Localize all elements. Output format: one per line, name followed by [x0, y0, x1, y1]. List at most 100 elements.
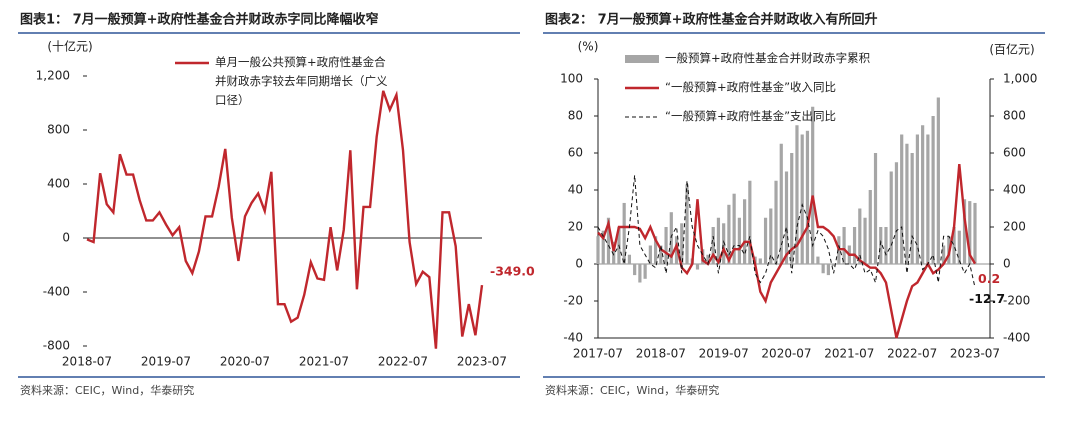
legend-label: “一般预算+政府性基金”收入同比	[665, 80, 837, 94]
bar	[779, 143, 783, 264]
line	[86, 90, 484, 349]
bar	[706, 254, 710, 264]
source: 资料来源：CEIC，Wind，华泰研究	[545, 383, 719, 397]
bar	[722, 223, 726, 264]
x-tick-label: 2017-07	[573, 347, 623, 361]
bar	[606, 217, 611, 264]
x-tick-label: 2020-07	[761, 347, 811, 361]
bar	[842, 227, 846, 264]
legend-swatch	[625, 55, 659, 63]
y-tick-label: 800	[47, 123, 70, 137]
legend-label: 一般预算+政府性基金合并财政赤字累积	[665, 51, 871, 65]
chart-title: 图表2： 7月一般预算+政府性基金合并财政收入有所回升	[545, 12, 878, 28]
source: 资料来源：CEIC，Wind，华泰研究	[20, 383, 194, 397]
bar	[931, 116, 935, 264]
bar	[905, 143, 909, 264]
y-axis-label: (十亿元)	[47, 39, 92, 54]
bar	[795, 125, 799, 264]
legend-label: 单月一般公共预算+政府性基金合并财政赤字较去年同期增长（广义口径）	[215, 55, 388, 107]
y2-tick-label: 1,000	[1003, 72, 1037, 86]
y2-tick-label: -400	[1003, 331, 1030, 345]
bar	[774, 180, 778, 264]
bar	[769, 208, 773, 264]
bar	[685, 184, 689, 264]
bar	[627, 254, 632, 264]
x-tick-label: 2018-07	[636, 347, 686, 361]
y-tick-label: -20	[563, 294, 583, 308]
bar	[680, 223, 684, 264]
bar	[727, 204, 731, 264]
data-label: -349.0	[490, 264, 535, 279]
bar	[900, 134, 904, 264]
bar	[596, 236, 600, 264]
x-tick-label: 2020-07	[220, 355, 270, 369]
y2-tick-label: 200	[1003, 220, 1026, 234]
bar	[716, 217, 721, 264]
bar	[936, 97, 940, 264]
bar	[669, 212, 673, 264]
y2-tick-label: 0	[1003, 257, 1011, 271]
bar	[732, 193, 736, 264]
y-tick-label: -800	[43, 339, 70, 353]
bar	[941, 245, 946, 264]
bar	[633, 264, 637, 276]
bar	[879, 227, 883, 264]
bar	[926, 134, 930, 264]
y2-tick-label: 800	[1003, 109, 1026, 123]
x-tick-label: 2021-07	[824, 347, 874, 361]
bar	[664, 227, 668, 264]
bar	[968, 201, 972, 264]
y-axis-label: (%)	[578, 40, 599, 54]
x-tick-label: 2022-07	[378, 355, 428, 369]
bar	[643, 264, 647, 279]
y-tick-label: 400	[47, 177, 70, 191]
bar	[612, 241, 616, 264]
bar	[915, 134, 920, 264]
chart-title: 图表1： 7月一般预算+政府性基金合并财政赤字同比降幅收窄	[20, 12, 379, 28]
bar	[910, 153, 914, 264]
line	[597, 175, 976, 288]
bar	[868, 190, 872, 264]
bar	[695, 264, 700, 270]
bar	[873, 153, 878, 264]
bar	[653, 236, 658, 264]
bar	[852, 227, 857, 264]
bar	[790, 153, 794, 264]
bar	[962, 199, 967, 264]
y-tick-label: -400	[43, 285, 70, 299]
bar	[622, 202, 626, 264]
bar	[743, 199, 747, 264]
y-tick-label: 20	[568, 220, 583, 234]
y-tick-label: 40	[568, 183, 583, 197]
bar	[748, 180, 752, 264]
x-tick-label: 2019-07	[141, 355, 191, 369]
y-tick-label: 60	[568, 146, 583, 160]
y2-tick-label: 600	[1003, 146, 1026, 160]
bar	[638, 264, 642, 283]
data-label: -12.7	[969, 291, 1005, 306]
bar	[805, 130, 810, 264]
x-tick-label: 2023-07	[950, 347, 1000, 361]
y-tick-label: 80	[568, 109, 583, 123]
y2-tick-label: -200	[1003, 294, 1030, 308]
bar	[826, 264, 830, 276]
x-tick-label: 2019-07	[699, 347, 749, 361]
bar	[763, 217, 768, 264]
bar	[894, 162, 899, 264]
y-tick-label: 0	[575, 257, 583, 271]
bar	[863, 217, 867, 264]
bar	[832, 264, 836, 266]
y-tick-label: 100	[560, 72, 583, 86]
bar	[821, 264, 825, 274]
bar	[737, 217, 741, 264]
bar	[659, 245, 663, 264]
x-tick-label: 2022-07	[887, 347, 937, 361]
x-tick-label: 2023-07	[457, 355, 507, 369]
line	[597, 163, 977, 339]
y-tick-label: 1,200	[36, 69, 70, 83]
bar	[648, 245, 652, 264]
bar	[973, 202, 977, 264]
y-tick-label: -40	[563, 331, 583, 345]
